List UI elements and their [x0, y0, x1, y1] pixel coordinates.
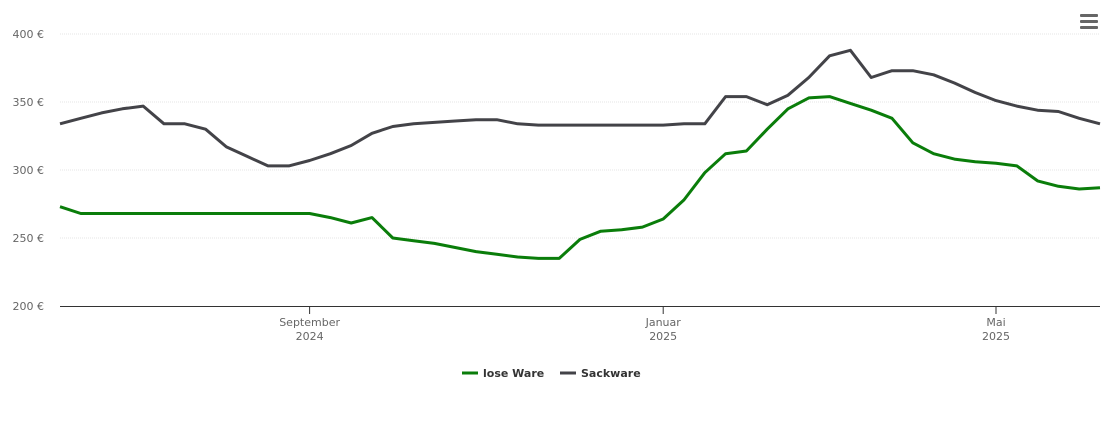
- legend-label: lose Ware: [483, 367, 544, 380]
- legend: lose Ware Sackware: [462, 367, 641, 380]
- x-tick-label: Mai: [986, 316, 1005, 329]
- x-tick-label: September: [279, 316, 340, 329]
- y-tick-label: 300 €: [13, 164, 45, 177]
- menu-bar: [1080, 14, 1098, 17]
- y-tick-label: 200 €: [13, 300, 45, 313]
- x-tick-label: 2025: [982, 330, 1010, 343]
- menu-button[interactable]: [1080, 14, 1098, 29]
- series-line: [59, 48, 1101, 168]
- y-tick-label: 250 €: [13, 232, 45, 245]
- x-tick-label: 2024: [296, 330, 324, 343]
- y-tick-label: 350 €: [13, 96, 45, 109]
- y-tick-label: 400 €: [13, 28, 45, 41]
- menu-bar: [1080, 20, 1098, 23]
- legend-label: Sackware: [581, 367, 641, 380]
- x-tick-label: 2025: [649, 330, 677, 343]
- menu-bar: [1080, 26, 1098, 29]
- series-line: [59, 95, 1101, 260]
- x-tick-label: Januar: [645, 316, 682, 329]
